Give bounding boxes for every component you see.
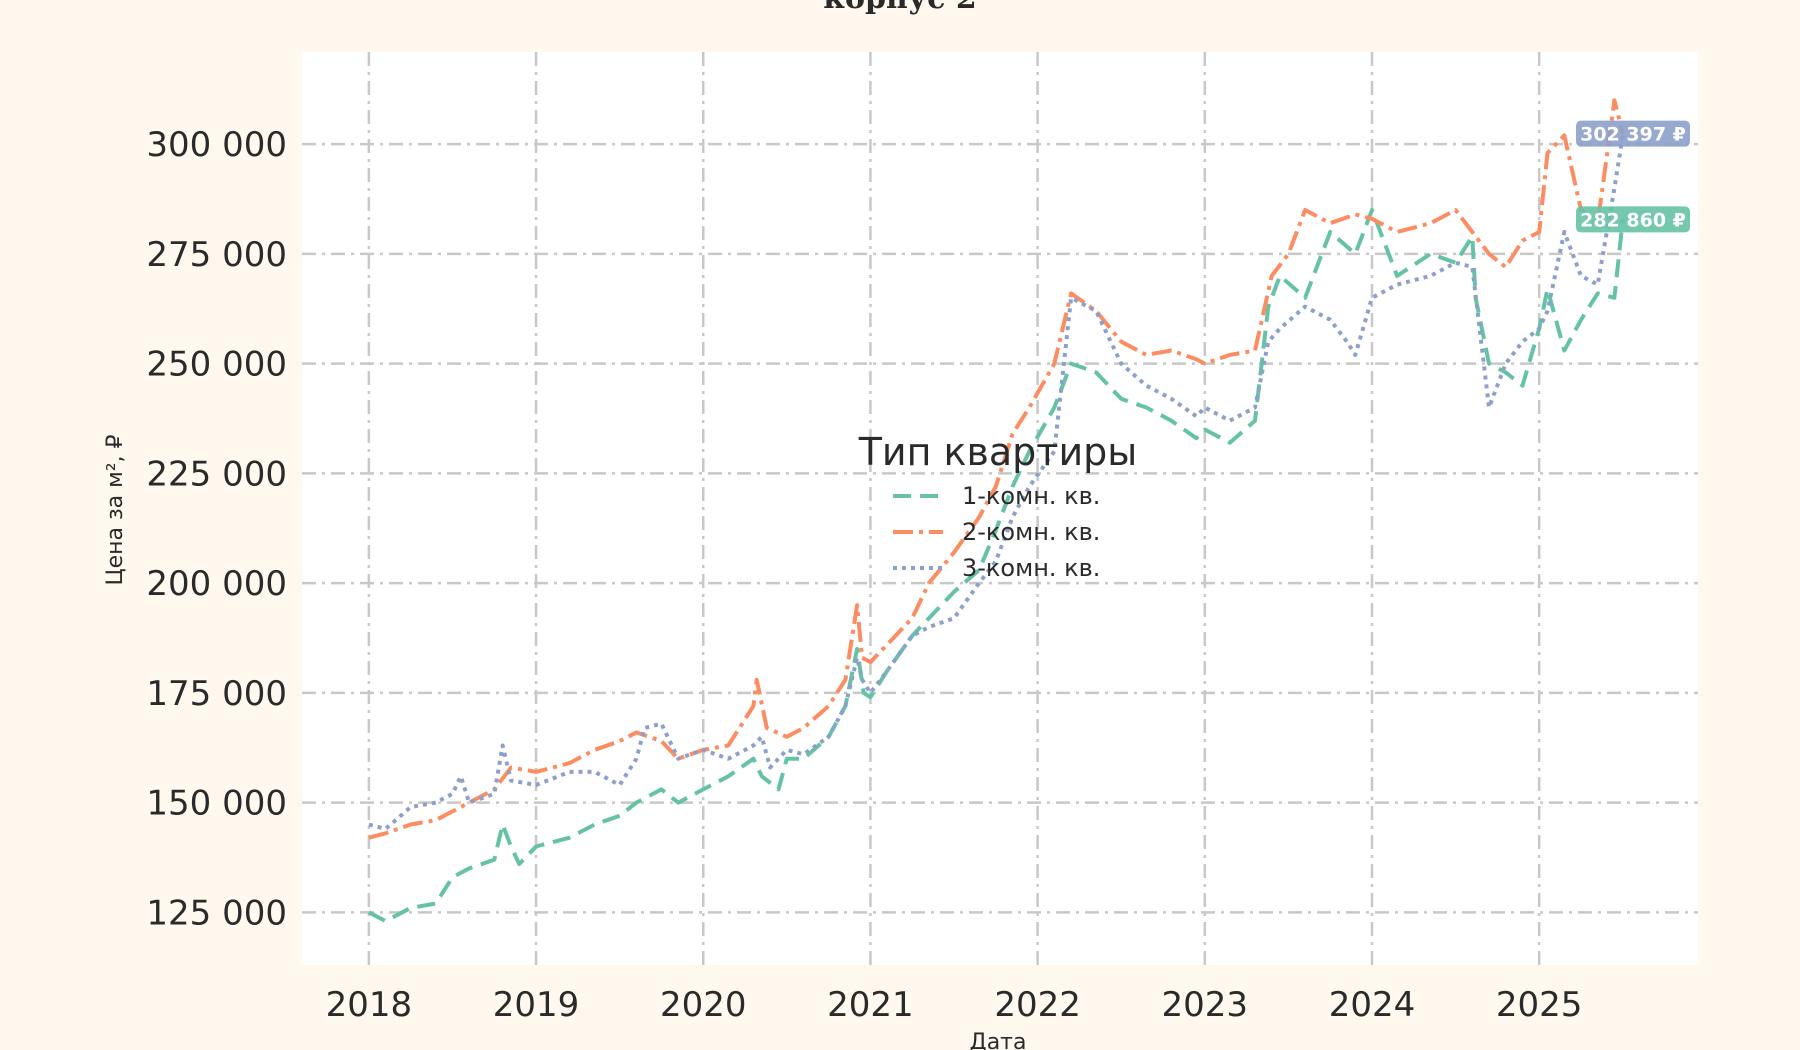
grid	[302, 52, 1698, 965]
x-tick-label: 2025	[1496, 985, 1583, 1025]
chart-title: корпус 2	[823, 0, 976, 16]
x-axis-ticks: 2018 2019 2020 2021 2022 2023 2024 2025	[326, 985, 1583, 1025]
x-tick-label: 2024	[1329, 985, 1416, 1025]
value-badge	[1576, 206, 1690, 233]
value-badge-text: 302 397 ₽	[1580, 124, 1686, 146]
x-tick-label: 2020	[660, 985, 747, 1025]
y-tick-label: 275 000	[146, 235, 287, 275]
legend-label: 3-комн. кв.	[962, 554, 1100, 582]
legend-items: 1-комн. кв. 2-комн. кв. 3-комн. кв.	[893, 482, 1100, 582]
y-tick-label: 150 000	[146, 784, 287, 824]
legend-label: 1-комн. кв.	[962, 482, 1100, 510]
plot-area	[302, 52, 1698, 965]
value-badge-text: 282 860 ₽	[1580, 209, 1686, 231]
end-value-labels: 302 397 ₽ 282 860 ₽	[1576, 120, 1690, 233]
legend-label: 2-комн. кв.	[962, 518, 1100, 546]
x-axis-label: Дата	[970, 1030, 1027, 1050]
legend-title: Тип квартиры	[858, 430, 1138, 474]
y-tick-label: 200 000	[146, 564, 287, 604]
y-axis-ticks: 125 000 150 000 175 000 200 000 225 000 250 0…	[146, 125, 287, 933]
y-tick-label: 225 000	[146, 454, 287, 494]
y-tick-label: 125 000	[146, 893, 287, 933]
y-tick-label: 300 000	[146, 125, 287, 165]
x-tick-label: 2023	[1162, 985, 1249, 1025]
y-axis-label: Цена за м², ₽	[103, 434, 128, 585]
series-lines	[367, 98, 1625, 924]
x-tick-label: 2019	[493, 985, 580, 1025]
legend[interactable]: Тип квартиры 1-комн. кв. 2-комн. кв. 3-ком…	[858, 430, 1138, 582]
x-tick-label: 2022	[994, 985, 1081, 1025]
y-tick-label: 175 000	[146, 674, 287, 714]
y-tick-label: 250 000	[146, 345, 287, 385]
value-badge	[1576, 120, 1690, 147]
series-line-2	[368, 98, 1625, 840]
x-tick-label: 2021	[827, 985, 914, 1025]
x-tick-label: 2018	[326, 985, 413, 1025]
series-line-1	[367, 208, 1625, 924]
